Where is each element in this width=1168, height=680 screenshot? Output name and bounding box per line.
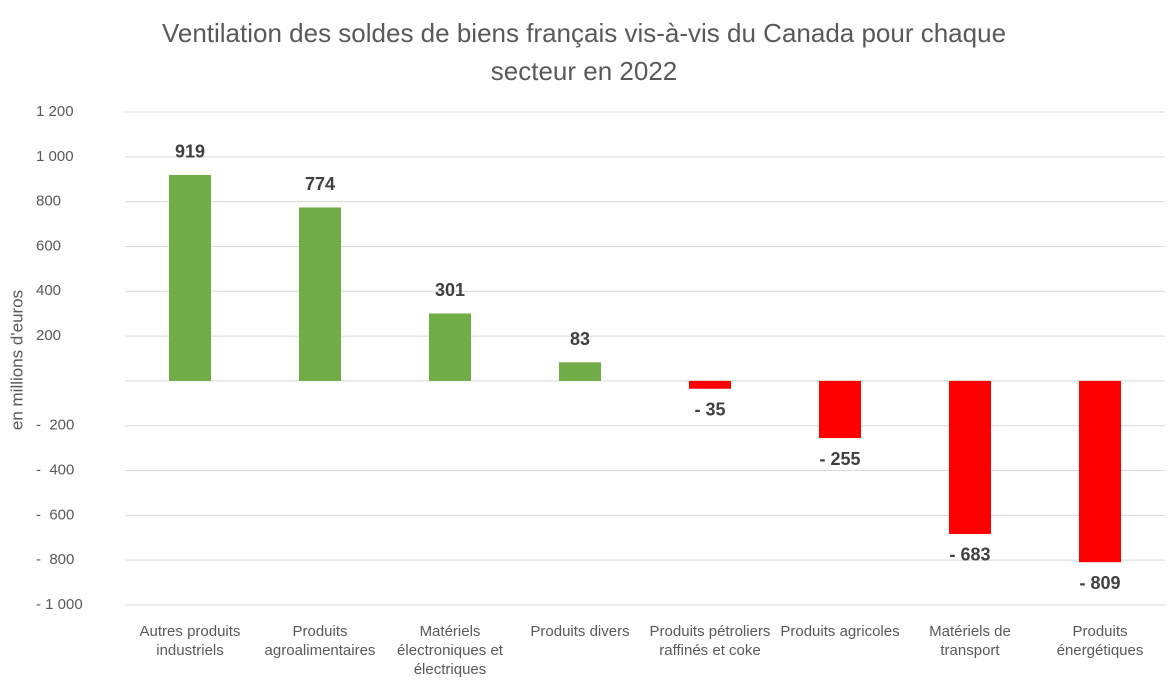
y-tick-label: - 200 [36, 417, 74, 434]
y-tick-label: 400 [36, 282, 61, 299]
x-tick-label: Matériels électroniques et électriques [397, 623, 503, 678]
bar [1079, 380, 1121, 563]
y-tick-label: 1 000 [36, 148, 74, 165]
bar [429, 313, 471, 381]
bar [559, 362, 601, 381]
y-tick-label: 200 [36, 327, 61, 344]
x-tick-label: Produits pétroliers raffinés et coke [649, 623, 771, 659]
value-label: - 683 [949, 545, 990, 565]
value-label: 83 [570, 329, 590, 349]
y-tick-label: 800 [36, 193, 61, 210]
value-label: 301 [435, 280, 465, 300]
y-tick-label: - 1 000 [36, 596, 83, 613]
y-tick-label: 1 200 [36, 103, 74, 120]
y-tick-label: - 800 [36, 551, 74, 568]
value-label: - 35 [694, 400, 725, 420]
value-label: - 255 [819, 449, 860, 469]
y-tick-label: 600 [36, 237, 61, 254]
x-tick-label: Matériels de transport [929, 623, 1011, 659]
y-tick-label: - 400 [36, 462, 74, 479]
x-tick-label: Produits divers [530, 623, 630, 640]
y-tick-label: - 600 [36, 506, 74, 523]
x-tick-label: Produits agricoles [780, 623, 900, 640]
value-label: - 809 [1079, 573, 1120, 593]
bar [299, 207, 341, 381]
x-tick-label: Produits énergétiques [1056, 623, 1144, 659]
value-label: 774 [305, 174, 335, 194]
y-axis-label: en millions d'euros [7, 290, 26, 430]
x-tick-label: Autres produits industriels [139, 623, 241, 659]
bar [169, 174, 211, 381]
value-label: 919 [175, 142, 205, 162]
bar [819, 380, 861, 439]
bar [949, 380, 991, 534]
chart-title: Ventilation des soldes de biens français… [161, 18, 1007, 86]
x-tick-label: Produits agroalimentaires [264, 623, 376, 659]
bar [689, 380, 731, 389]
